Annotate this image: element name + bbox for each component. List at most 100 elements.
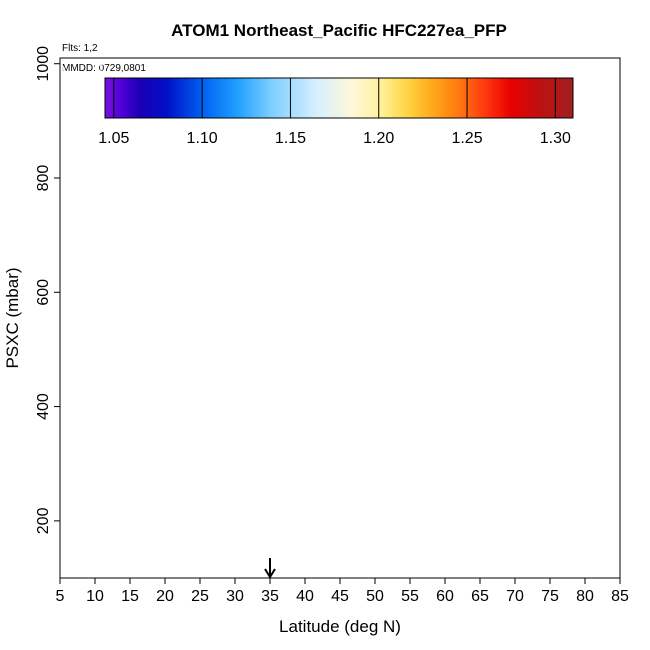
sample-point <box>90 242 100 251</box>
colorbar-step <box>350 78 354 118</box>
colorbar-step <box>475 78 478 118</box>
colorbar-step <box>395 78 398 118</box>
colorbar-step <box>569 78 572 118</box>
colorbar-step <box>383 78 387 118</box>
colorbar-step <box>247 78 250 118</box>
colorbar-step <box>428 78 432 118</box>
colorbar-step <box>331 78 334 118</box>
colorbar-step <box>142 78 145 118</box>
colorbar-step <box>284 78 287 118</box>
colorbar-tick-label: 1.30 <box>540 130 571 147</box>
colorbar-step <box>214 78 217 118</box>
colorbar-step <box>114 78 118 118</box>
colorbar-step <box>272 78 276 118</box>
colorbar-step <box>450 78 453 118</box>
colorbar-step <box>300 78 303 118</box>
colorbar-step <box>508 78 512 118</box>
sample-point <box>136 398 145 407</box>
x-tick-label: 40 <box>296 588 314 605</box>
colorbar-step <box>169 78 172 118</box>
colorbar-step <box>222 78 225 118</box>
colorbar-step <box>157 78 161 118</box>
colorbar-step <box>301 78 305 118</box>
colorbar-step <box>360 78 363 118</box>
y-tick-label: 1000 <box>35 46 52 82</box>
sample-point <box>174 473 184 483</box>
sample-point <box>62 111 72 120</box>
colorbar-step <box>122 78 125 118</box>
colorbar-step <box>559 78 562 118</box>
colorbar-step <box>424 78 428 118</box>
colorbar-tick-label: 1.10 <box>187 130 218 147</box>
x-tick-label: 80 <box>576 588 594 605</box>
colorbar-step <box>518 78 521 118</box>
colorbar-step <box>387 78 391 118</box>
colorbar-step <box>278 78 281 118</box>
colorbar-step <box>144 78 147 118</box>
colorbar-tick-label: 1.25 <box>451 130 482 147</box>
colorbar-step <box>151 78 155 118</box>
sample-point <box>570 116 579 125</box>
colorbar-step <box>545 78 549 118</box>
colorbar-step <box>571 78 574 118</box>
colorbar-step <box>356 78 359 118</box>
y-axis-label: PSXC (mbar) <box>3 267 22 368</box>
colorbar-step <box>418 78 422 118</box>
colorbar-step <box>196 78 200 118</box>
x-tick-label: 55 <box>401 588 419 605</box>
colorbar-step <box>262 78 266 118</box>
colorbar-step <box>208 78 211 118</box>
colorbar-step <box>317 78 320 118</box>
colorbar-step <box>434 78 437 118</box>
sample-point <box>493 505 502 514</box>
colorbar-step <box>481 78 484 118</box>
y-tick-label: 200 <box>35 507 52 534</box>
colorbar-step <box>397 78 400 118</box>
colorbar-step <box>430 78 434 118</box>
sample-point <box>503 399 513 408</box>
colorbar-step <box>411 78 414 118</box>
sample-point <box>150 455 159 464</box>
sample-point <box>563 335 572 344</box>
sample-point <box>482 276 492 285</box>
x-tick-label: 50 <box>366 588 384 605</box>
colorbar-step <box>136 78 139 118</box>
sample-point <box>202 316 212 325</box>
colorbar-step <box>333 78 336 118</box>
colorbar-step <box>134 78 137 118</box>
colorbar-step <box>444 78 447 118</box>
colorbar-step <box>212 78 215 118</box>
down-arrow-marker <box>264 558 276 579</box>
x-tick-label: 35 <box>261 588 279 605</box>
colorbar-step <box>173 78 176 118</box>
colorbar-step <box>563 78 566 118</box>
x-tick-label: 60 <box>436 588 454 605</box>
colorbar-step <box>319 78 322 118</box>
colorbar-step <box>522 78 525 118</box>
colorbar-step <box>551 78 554 118</box>
colorbar-step <box>471 78 475 118</box>
colorbar-step <box>477 78 480 118</box>
colorbar-step <box>376 78 379 118</box>
colorbar-step <box>413 78 416 118</box>
colorbar-step <box>337 78 340 118</box>
colorbar-step <box>138 78 141 118</box>
colorbar-step <box>183 78 186 118</box>
colorbar-step <box>344 78 348 118</box>
sample-point <box>531 479 541 488</box>
colorbar-step <box>463 78 467 118</box>
sample-point <box>517 488 527 497</box>
colorbar-step <box>498 78 502 118</box>
colorbar-step <box>175 78 178 118</box>
colorbar-step <box>251 78 254 118</box>
sample-point <box>125 493 135 503</box>
colorbar-step <box>352 78 356 118</box>
colorbar-step <box>557 78 560 118</box>
sample-point <box>563 431 572 440</box>
colorbar-step <box>325 78 328 118</box>
sample-point <box>563 145 572 155</box>
colorbar-step <box>510 78 514 118</box>
colorbar-step <box>274 78 278 118</box>
colorbar-step <box>335 78 338 118</box>
colorbar-step <box>132 78 135 118</box>
